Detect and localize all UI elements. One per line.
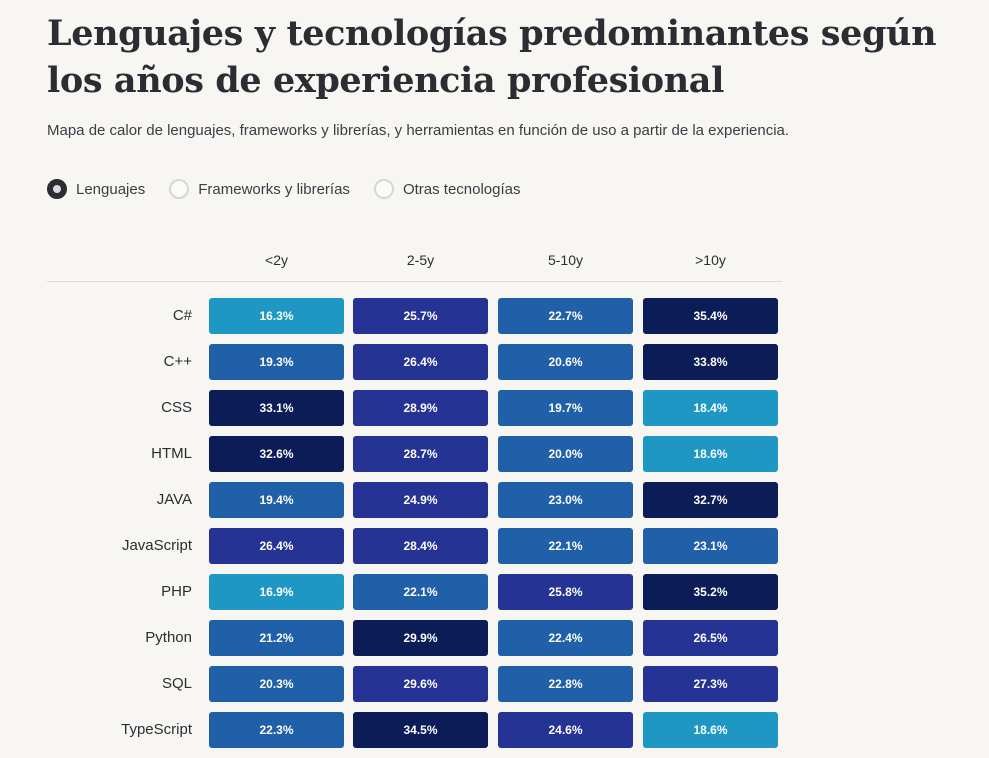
row-label: CSS <box>161 399 192 416</box>
row-label: HTML <box>151 445 192 462</box>
radio-label: Otras tecnologías <box>402 180 521 198</box>
heatmap-cell[interactable]: 16.9% <box>209 574 344 610</box>
heatmap-cell[interactable]: 26.4% <box>353 344 488 380</box>
row-label: JAVA <box>156 491 192 508</box>
column-header: <2y <box>265 252 288 268</box>
category-filter: Lenguajes Frameworks y librerías Otras t… <box>47 176 545 202</box>
heatmap-cell[interactable]: 22.1% <box>498 528 633 564</box>
heatmap-cell[interactable]: 32.6% <box>209 436 344 472</box>
heatmap-cell[interactable]: 29.9% <box>353 620 488 656</box>
heatmap-cell[interactable]: 25.8% <box>498 574 633 610</box>
heatmap-cell[interactable]: 22.1% <box>353 574 488 610</box>
heatmap-cell[interactable]: 26.4% <box>209 528 344 564</box>
heatmap-cell[interactable]: 27.3% <box>643 666 778 702</box>
chart-title: Lenguajes y tecnologías predominantes se… <box>47 13 937 101</box>
radio-frameworks[interactable]: Frameworks y librerías <box>169 179 350 199</box>
heatmap-cell[interactable]: 29.6% <box>353 666 488 702</box>
heatmap-cell[interactable]: 28.9% <box>353 390 488 426</box>
heatmap-cell[interactable]: 35.2% <box>643 574 778 610</box>
row-label: TypeScript <box>121 721 192 738</box>
column-header: >10y <box>695 252 726 268</box>
radio-label: Lenguajes <box>76 180 146 198</box>
row-label: Python <box>145 629 192 646</box>
heatmap-cell[interactable]: 28.4% <box>353 528 488 564</box>
heatmap-cell[interactable]: 22.7% <box>498 298 633 334</box>
column-header: 5-10y <box>547 252 584 268</box>
heatmap-cell[interactable]: 22.3% <box>209 712 344 748</box>
heatmap-cell[interactable]: 19.4% <box>209 482 344 518</box>
row-label: SQL <box>161 675 192 692</box>
radio-circle-icon <box>373 179 394 199</box>
heatmap-cell[interactable]: 20.3% <box>209 666 344 702</box>
row-label: PHP <box>161 583 192 600</box>
column-header: 2-5y <box>406 252 435 268</box>
heatmap-cell[interactable]: 19.3% <box>209 344 344 380</box>
heatmap-cell[interactable]: 32.7% <box>643 482 778 518</box>
row-label: C# <box>172 307 192 324</box>
heatmap-cell[interactable]: 22.8% <box>498 666 633 702</box>
heatmap-cell[interactable]: 23.0% <box>498 482 633 518</box>
heatmap-cell[interactable]: 16.3% <box>209 298 344 334</box>
heatmap-cell[interactable]: 20.0% <box>498 436 633 472</box>
radio-lenguajes[interactable]: Lenguajes <box>47 179 145 199</box>
heatmap-cell[interactable]: 24.9% <box>353 482 488 518</box>
heatmap-cell[interactable]: 20.6% <box>498 344 633 380</box>
radio-otras-tecnologias[interactable]: Otras tecnologías <box>373 179 521 199</box>
radio-circle-icon <box>47 179 67 199</box>
row-label: C++ <box>163 353 192 370</box>
heatmap-cell[interactable]: 25.7% <box>353 298 488 334</box>
heatmap-cell[interactable]: 35.4% <box>643 298 778 334</box>
radio-label: Frameworks y librerías <box>198 180 350 198</box>
heatmap-cell[interactable]: 18.6% <box>643 436 778 472</box>
radio-circle-icon <box>169 179 190 199</box>
heatmap-cell[interactable]: 22.4% <box>498 620 633 656</box>
heatmap-cell[interactable]: 18.4% <box>643 390 778 426</box>
heatmap-cell[interactable]: 33.1% <box>209 390 344 426</box>
row-label: JavaScript <box>121 537 192 554</box>
heatmap-cell[interactable]: 28.7% <box>353 436 488 472</box>
heatmap-cell[interactable]: 33.8% <box>643 344 778 380</box>
heatmap-cell[interactable]: 34.5% <box>353 712 488 748</box>
chart-subtitle: Mapa de calor de lenguajes, frameworks y… <box>47 122 790 139</box>
heatmap-cell[interactable]: 24.6% <box>498 712 633 748</box>
header-divider <box>47 281 782 282</box>
heatmap-cell[interactable]: 18.6% <box>643 712 778 748</box>
heatmap-cell[interactable]: 23.1% <box>643 528 778 564</box>
heatmap-cell[interactable]: 21.2% <box>209 620 344 656</box>
heatmap-cell[interactable]: 26.5% <box>643 620 778 656</box>
heatmap-cell[interactable]: 19.7% <box>498 390 633 426</box>
